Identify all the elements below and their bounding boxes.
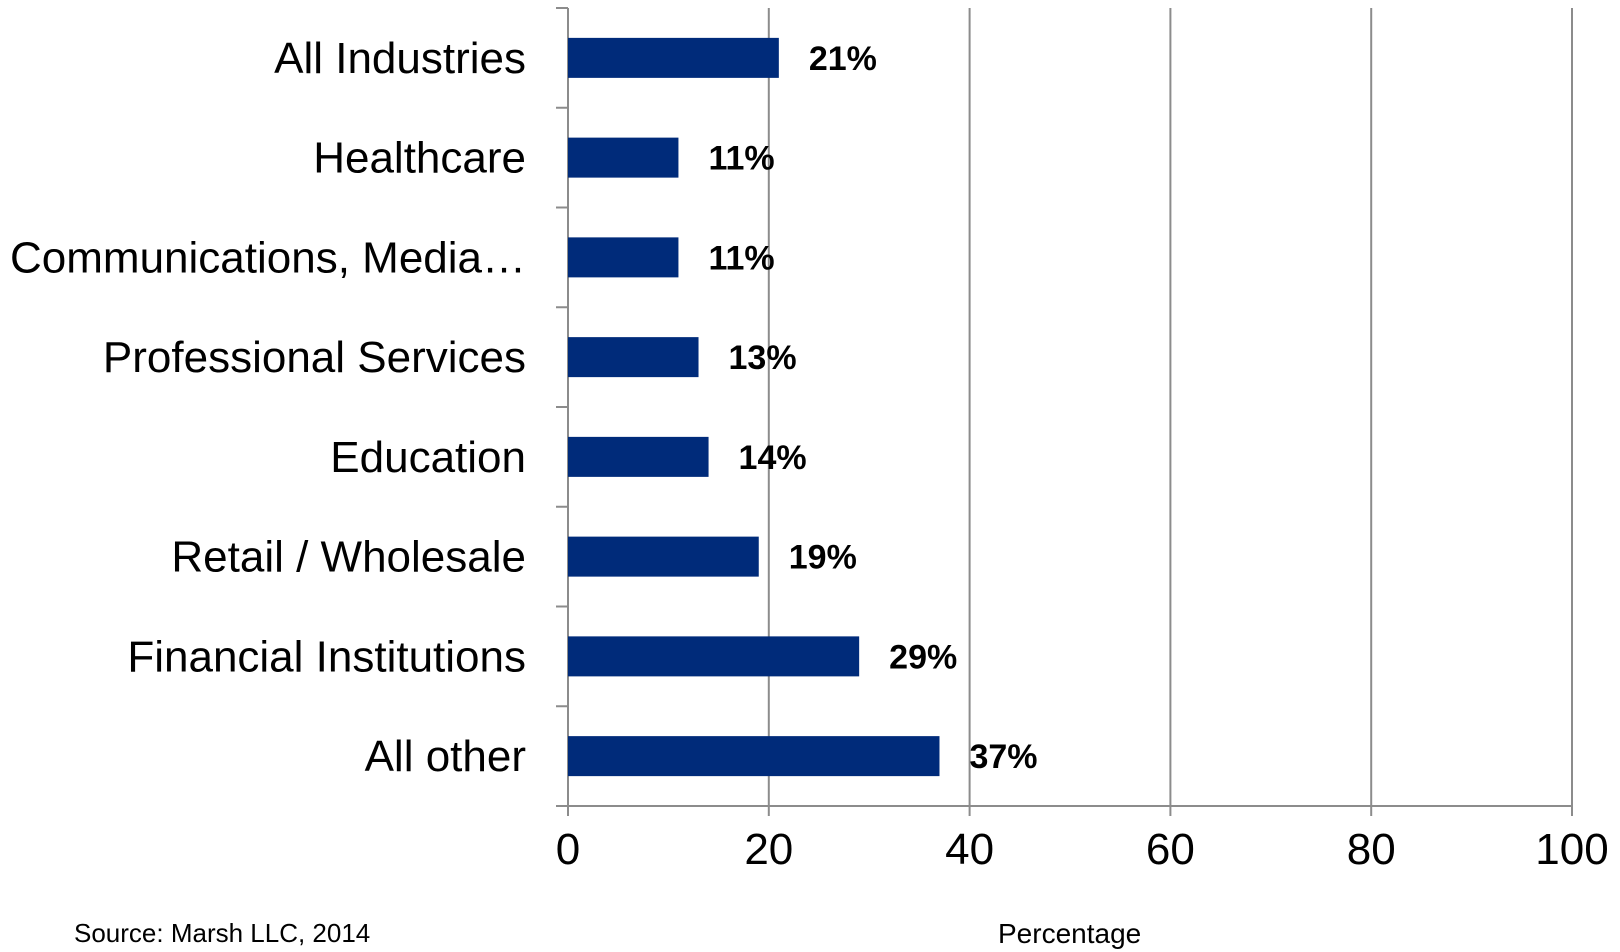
category-label: Communications, Media… — [10, 233, 526, 282]
category-label: Retail / Wholesale — [171, 533, 526, 582]
data-label: 11% — [708, 239, 774, 277]
category-label: All other — [365, 732, 526, 781]
x-tick-label: 40 — [945, 825, 994, 874]
bar — [568, 137, 679, 178]
x-axis-title: Percentage — [998, 918, 1142, 949]
category-label: Education — [330, 433, 526, 482]
bar — [568, 37, 779, 78]
x-tick-label: 60 — [1146, 825, 1195, 874]
x-tick-label: 0 — [556, 825, 580, 874]
data-label: 29% — [889, 638, 957, 676]
bar — [568, 736, 940, 777]
data-label: 37% — [969, 738, 1037, 776]
bar — [568, 337, 699, 378]
bar — [568, 536, 759, 577]
x-tick-label: 20 — [744, 825, 793, 874]
bar — [568, 636, 860, 677]
bar — [568, 237, 679, 278]
source-note: Source: Marsh LLC, 2014 — [74, 918, 371, 948]
category-label: Financial Institutions — [127, 632, 526, 681]
category-label: Professional Services — [103, 333, 526, 382]
data-label: 14% — [739, 439, 807, 477]
category-label: All Industries — [274, 34, 526, 83]
x-tick-label: 100 — [1535, 825, 1608, 874]
x-tick-label: 80 — [1347, 825, 1396, 874]
data-label: 19% — [789, 539, 857, 577]
bar — [568, 436, 709, 477]
category-label: Healthcare — [313, 134, 526, 183]
data-label: 13% — [729, 339, 797, 377]
data-label: 21% — [809, 40, 877, 78]
data-label: 11% — [708, 140, 774, 178]
